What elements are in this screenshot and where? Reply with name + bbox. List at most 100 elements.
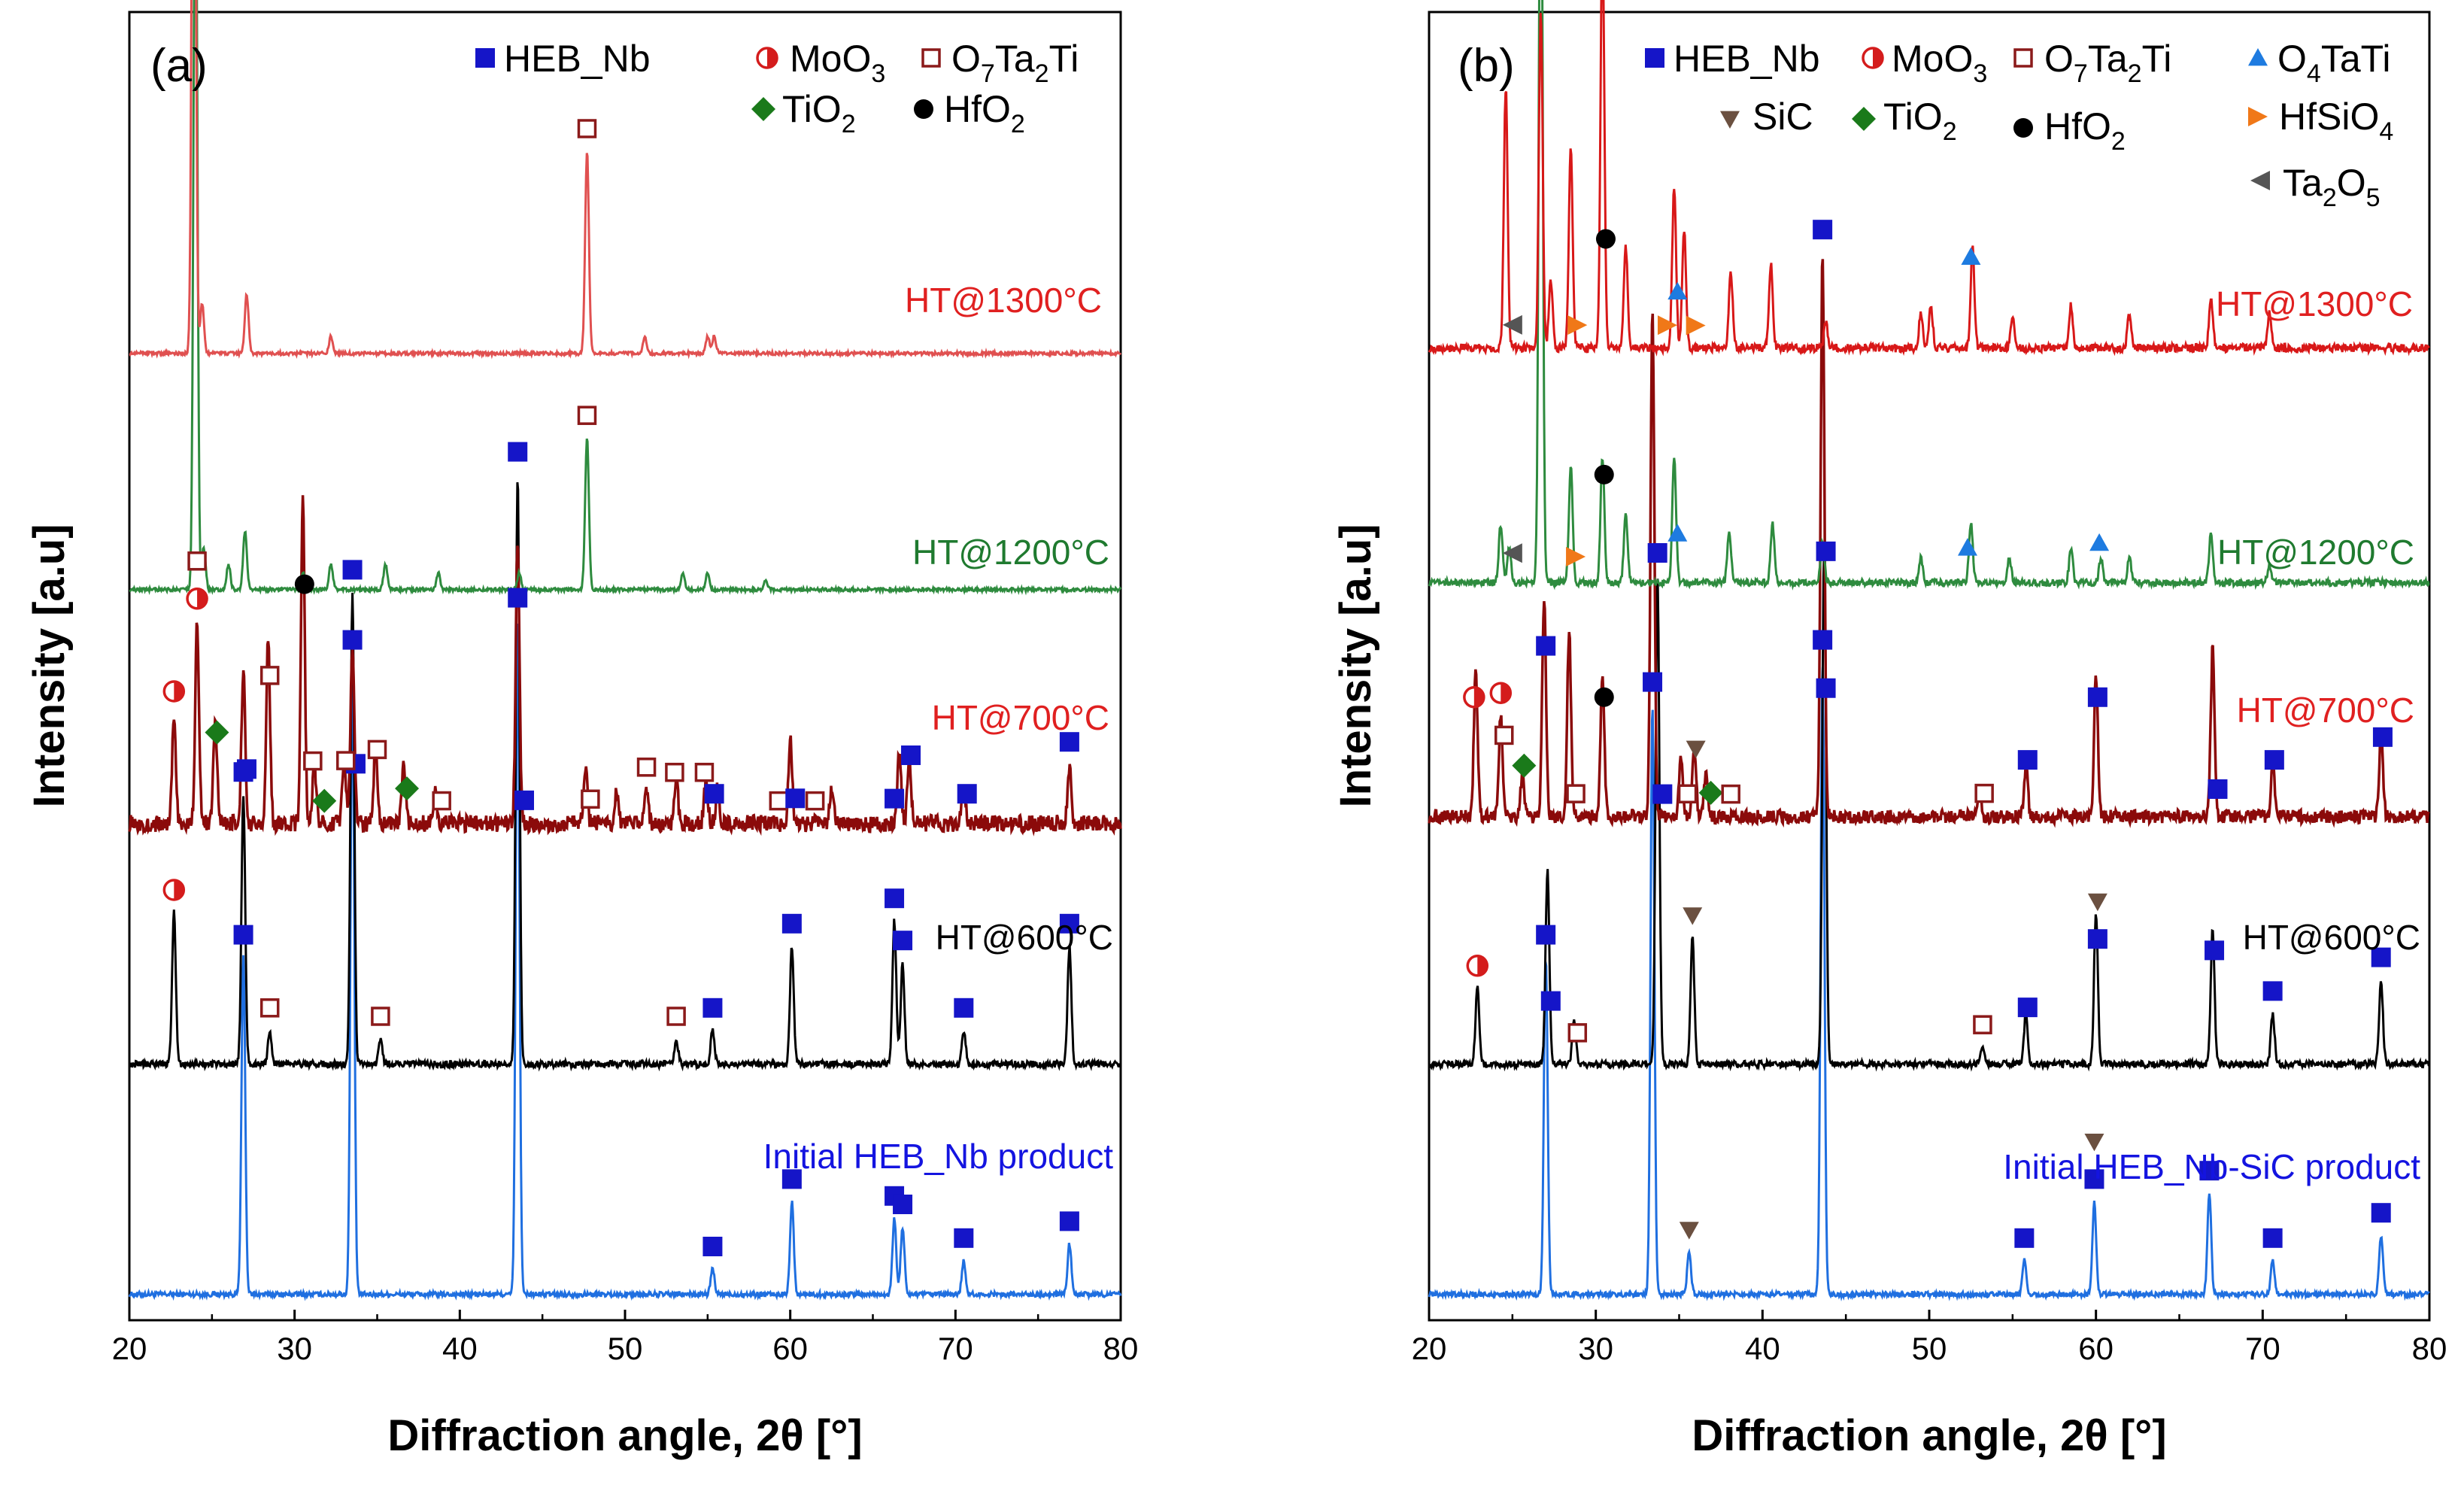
x-tick-label: 50 (608, 1331, 643, 1366)
legend-tio2-symbol (1852, 107, 1876, 131)
peak-marker-o7ta2ti (303, 751, 323, 771)
peak-marker-heb (1816, 678, 1836, 698)
peak-marker-o7ta2ti (694, 762, 715, 782)
peak-marker-heb (893, 1194, 913, 1214)
peak-marker-heb (2371, 1203, 2391, 1223)
peak-marker-o7ta2ti (259, 998, 280, 1018)
legend-b-sic-label: SiC (1752, 96, 1813, 138)
legend-tio2-symbol (751, 97, 775, 121)
peak-marker-o7ta2ti (336, 751, 356, 770)
peak-marker-o7ta2ti (1974, 783, 1994, 803)
x-tick-label: 30 (277, 1331, 312, 1366)
trace-label-b-initial: Initial HEB_Nb-SiC product (2003, 1147, 2420, 1186)
peak-marker-sic (2087, 893, 2107, 912)
trace-0-3 (129, 0, 1122, 596)
peak-marker-o7ta2ti (1721, 784, 1740, 804)
legend-heb-label: HEB_Nb (504, 38, 651, 80)
trace-label-a-1200: HT@1200°C (912, 533, 1109, 572)
peak-marker-hfsio4 (1566, 546, 1586, 566)
trace-label-b-600: HT@600°C (2243, 918, 2420, 957)
trace-label-a-700: HT@700°C (932, 698, 1109, 737)
legend-moo3-label-text: MoO (790, 38, 871, 80)
legend-moo3-label: MoO3 (790, 38, 885, 88)
peak-marker-tio2 (395, 776, 420, 801)
x-tick-label: 40 (1745, 1331, 1780, 1366)
trace-0-4 (129, 0, 1122, 360)
peak-marker-sic (1683, 907, 1703, 925)
peak-marker-o4tati (2089, 533, 2110, 551)
trace-1-0 (1428, 667, 2430, 1301)
x-axis-title-a: Diffraction angle, 2θ [°] (387, 1411, 862, 1460)
peak-marker-o7ta2ti (636, 758, 657, 777)
x-tick-label: 60 (2078, 1331, 2114, 1366)
panel-b-label: (b) (1458, 40, 1515, 92)
peak-marker-o7ta2ti (1494, 725, 1514, 745)
peak-marker-heb (342, 560, 363, 580)
legend-ta2o5-symbol (2250, 171, 2270, 190)
peak-marker-o7ta2ti (577, 119, 597, 138)
x-tick-label: 40 (442, 1331, 478, 1366)
peak-marker-heb (1059, 1211, 1079, 1231)
legend-o4tati-symbol (2248, 48, 2268, 66)
peak-marker-heb (1059, 913, 1079, 934)
peak-marker-heb (2199, 1161, 2220, 1181)
legend-b-hfsio4-label: HfSiO4 (2279, 96, 2393, 146)
legend-b-tio2-label: TiO2 (1883, 96, 1957, 146)
peak-marker-heb (2017, 750, 2038, 770)
legend-b-heb-label: HEB_Nb (1674, 38, 1820, 80)
peak-marker-hfo2 (1594, 464, 1614, 484)
peak-marker-heb (2087, 687, 2107, 707)
peak-marker-heb (2371, 947, 2391, 967)
legend-hfo2-symbol (914, 99, 933, 119)
peak-marker-moo3 (1489, 682, 1513, 704)
legend-b-o7ta2ti-label: O7Ta2Ti (2044, 38, 2171, 88)
x-tick-label: 20 (112, 1331, 147, 1366)
trace-label-b-1300: HT@1300°C (2216, 284, 2413, 323)
peak-marker-hfsio4 (1567, 315, 1588, 336)
peak-marker-o7ta2ti (1567, 1023, 1588, 1043)
panel-a-label: (a) (150, 40, 208, 92)
peak-marker-heb (508, 442, 528, 462)
peak-marker-o7ta2ti (577, 405, 597, 425)
peak-marker-heb (342, 630, 363, 650)
trace-0-2 (128, 495, 1122, 837)
peak-marker-o4tati (1667, 524, 1688, 542)
peak-marker-heb (1652, 784, 1673, 804)
peak-marker-tio2 (312, 788, 337, 813)
peak-marker-heb (1536, 925, 1556, 945)
x-tick-label: 30 (1578, 1331, 1613, 1366)
peak-marker-heb (508, 588, 528, 608)
peak-marker-heb (954, 1228, 974, 1248)
peak-marker-heb (233, 925, 253, 945)
peak-marker-heb (514, 790, 535, 810)
peak-marker-o4tati (1957, 538, 1977, 556)
legend-moo3-symbol (756, 47, 778, 69)
peak-marker-heb (702, 1237, 723, 1256)
x-tick-label: 80 (1103, 1331, 1139, 1366)
peak-marker-hfsio4 (1657, 315, 1677, 336)
y-axis-title-b: Intensity [a.u] (1331, 524, 1380, 807)
peak-marker-sic (1679, 1222, 1699, 1240)
legend-tio2-label: TiO2 (782, 88, 856, 138)
peak-marker-sic (2084, 1134, 2104, 1152)
peak-marker-ta2o5 (1502, 543, 1522, 563)
peak-marker-heb (781, 1169, 802, 1189)
peak-marker-heb (893, 931, 913, 951)
legend-b-o4tati-label: O4TaTi (2277, 38, 2390, 88)
panel-a: 20 30 40 50 60 70 80 (a) HEB_Nb MoO3 O7Ta2Ti T… (112, 0, 1139, 1366)
peak-marker-o7ta2ti (187, 551, 207, 571)
peak-marker-moo3 (162, 879, 186, 901)
legend-sic-symbol (1720, 111, 1740, 129)
peak-marker-ta2o5 (1502, 314, 1522, 335)
peak-marker-heb (2208, 779, 2228, 799)
peak-marker-heb (2264, 750, 2284, 770)
x-tick-label: 80 (2412, 1331, 2447, 1366)
trace-0-1 (128, 482, 1122, 1072)
legend-o7ta2ti-symbol (921, 48, 941, 68)
peak-marker-hfo2 (1595, 229, 1616, 249)
peak-marker-hfo2 (294, 574, 314, 594)
peak-marker-o7ta2ti (1566, 784, 1586, 803)
peak-marker-heb (1536, 636, 1556, 656)
peak-marker-heb (785, 788, 806, 809)
peak-marker-hfsio4 (1686, 315, 1706, 336)
